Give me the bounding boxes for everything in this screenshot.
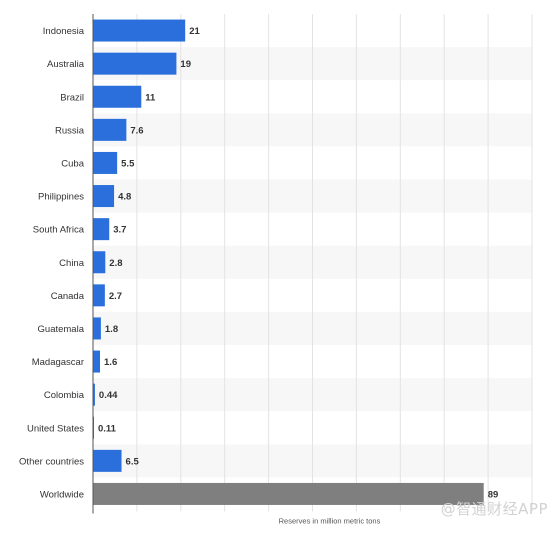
x-axis-title: Reserves in million metric tons	[279, 517, 381, 526]
data-label: 0.44	[99, 390, 118, 401]
category-label: Indonesia	[43, 26, 85, 37]
bar-canada[interactable]	[93, 284, 105, 307]
category-label: Philippines	[38, 192, 84, 203]
bar-russia[interactable]	[93, 118, 127, 141]
gridlines	[136, 14, 533, 512]
category-label: Madagascar	[32, 357, 84, 368]
data-label: 21	[189, 26, 200, 37]
data-label: 5.5	[121, 158, 135, 169]
bar-australia[interactable]	[93, 52, 177, 75]
data-label: 19	[180, 59, 191, 70]
bar-indonesia[interactable]	[93, 19, 186, 42]
data-label: 7.6	[130, 125, 143, 136]
watermark-text: @智通财经APP	[440, 500, 548, 518]
category-label: Brazil	[60, 92, 84, 103]
bar-other-countries[interactable]	[93, 449, 122, 472]
data-label: 89	[488, 489, 499, 500]
data-label: 1.8	[105, 324, 118, 335]
category-label: Australia	[47, 59, 85, 70]
category-label: South Africa	[33, 225, 85, 236]
data-label: 2.8	[109, 258, 122, 269]
data-label: 1.6	[104, 357, 117, 368]
category-label: United States	[27, 423, 84, 434]
bar-colombia[interactable]	[93, 383, 95, 406]
data-label: 4.8	[118, 192, 131, 203]
data-label: 6.5	[126, 456, 140, 467]
value-labels: 21 19 11 7.6 5.5 4.8 3.7 2.8 2.7 1.8 1.6 0.44 0.11 6.…	[98, 26, 498, 500]
bar-philippines[interactable]	[93, 185, 115, 208]
category-label: China	[59, 258, 85, 269]
bar-guatemala[interactable]	[93, 317, 101, 340]
category-labels: Indonesia Australia Brazil Russia Cuba Philip…	[19, 26, 85, 500]
bars	[93, 19, 484, 505]
bar-worldwide[interactable]	[93, 482, 484, 505]
data-label: 2.7	[109, 291, 122, 302]
bar-china[interactable]	[93, 251, 106, 274]
bar-cuba[interactable]	[93, 151, 118, 174]
category-label: Worldwide	[40, 489, 84, 500]
category-label: Colombia	[44, 390, 85, 401]
category-label: Canada	[51, 291, 85, 302]
category-label: Guatemala	[38, 324, 85, 335]
category-label: Russia	[55, 125, 85, 136]
data-label: 3.7	[113, 225, 126, 236]
bar-madagascar[interactable]	[93, 350, 101, 373]
data-label: 0.11	[98, 423, 117, 434]
bar-south-africa[interactable]	[93, 218, 110, 241]
category-label: Other countries	[19, 456, 84, 467]
bar-brazil[interactable]	[93, 85, 142, 108]
data-label: 11	[145, 92, 156, 103]
category-label: Cuba	[61, 158, 84, 169]
